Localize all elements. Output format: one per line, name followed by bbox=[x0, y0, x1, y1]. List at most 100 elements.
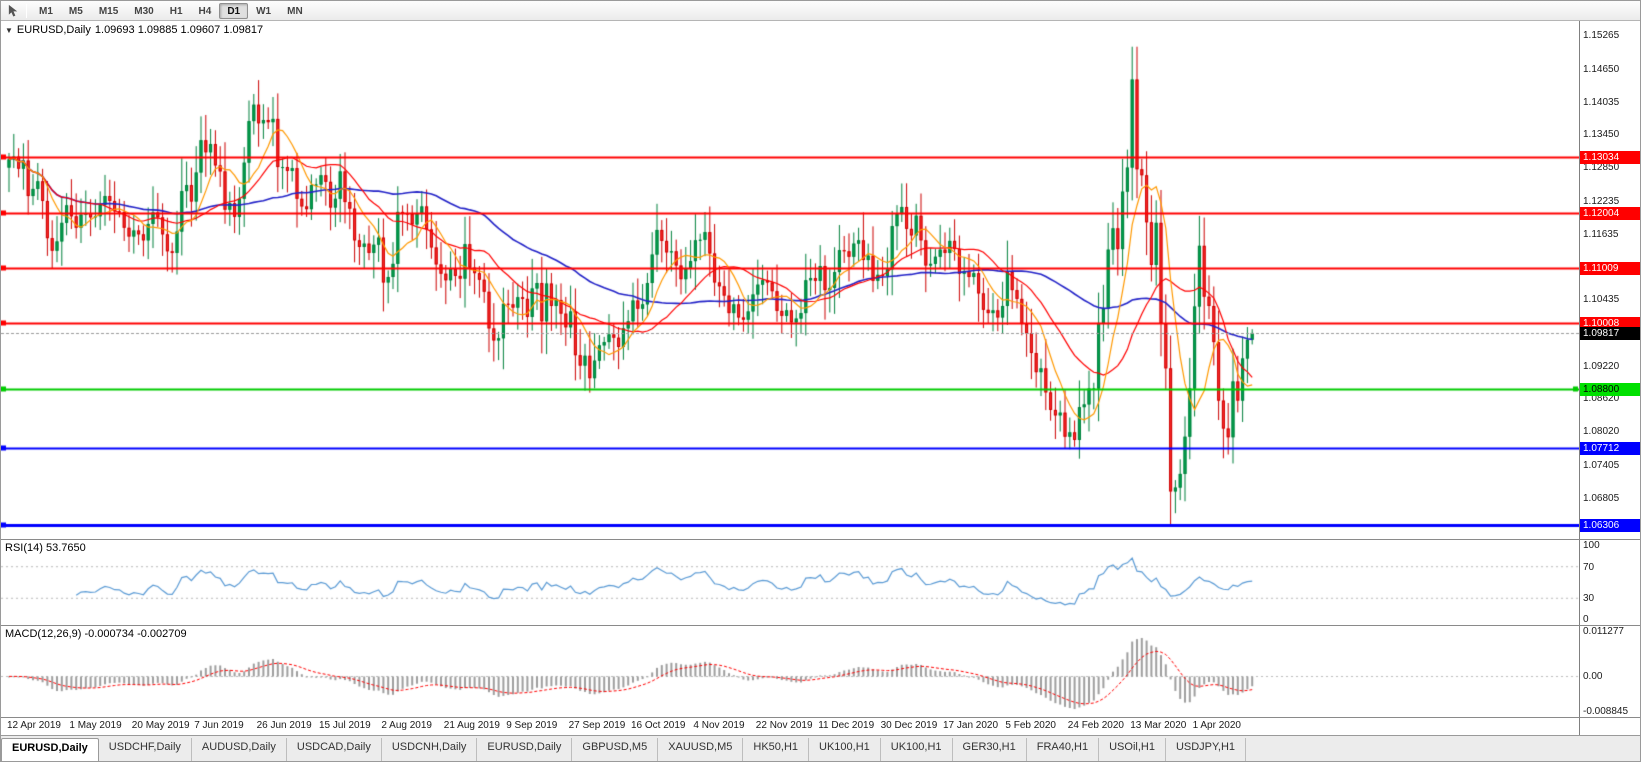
date-label: 12 Apr 2019 bbox=[7, 720, 61, 731]
tab-usoil-h1[interactable]: USOil,H1 bbox=[1099, 738, 1166, 761]
price-tick-label: 1.08020 bbox=[1583, 426, 1620, 438]
timeframe-toolbar: M1 M5 M15 M30 H1 H4 D1 W1 MN bbox=[1, 1, 1640, 21]
timeframe-button-m30[interactable]: M30 bbox=[134, 5, 154, 17]
price-tick-label: 1.10435 bbox=[1583, 294, 1620, 306]
date-label: 21 Aug 2019 bbox=[443, 720, 500, 731]
macd-label: MACD(12,26,9) -0.000734 -0.002709 bbox=[5, 628, 187, 640]
date-label: 16 Oct 2019 bbox=[631, 720, 686, 731]
tab-xauusd-m5[interactable]: XAUUSD,M5 bbox=[658, 738, 744, 761]
hline-price-badge[interactable]: 1.08800 bbox=[1580, 382, 1640, 396]
date-label: 7 Jun 2019 bbox=[194, 720, 244, 731]
macd-canvas[interactable] bbox=[1, 626, 1579, 717]
rsi-tick-label: 100 bbox=[1583, 540, 1600, 551]
tab-usdjpy-h1[interactable]: USDJPY,H1 bbox=[1166, 738, 1247, 761]
timeframe-button-m5[interactable]: M5 bbox=[68, 5, 83, 17]
date-label: 4 Nov 2019 bbox=[693, 720, 745, 731]
hline-price-badge[interactable]: 1.11009 bbox=[1580, 261, 1640, 275]
date-label: 26 Jun 2019 bbox=[256, 720, 312, 731]
chart-symbol-label: EURUSD,Daily bbox=[16, 24, 91, 36]
tab-usdchf-daily[interactable]: USDCHF,Daily bbox=[99, 738, 192, 761]
rsi-axis: 100 70 30 0 bbox=[1580, 540, 1640, 625]
date-label: 15 Jul 2019 bbox=[319, 720, 371, 731]
price-tick-label: 1.12850 bbox=[1583, 162, 1620, 174]
hline-price-badge[interactable]: 1.13034 bbox=[1580, 150, 1640, 164]
macd-tick-label: 0.011277 bbox=[1583, 626, 1624, 637]
price-axis: 1.15265 1.14650 1.14035 1.13450 1.12850 1.122… bbox=[1580, 21, 1640, 539]
timeframe-button-mn[interactable]: MN bbox=[287, 5, 303, 17]
timeframe-button-d1[interactable]: D1 bbox=[219, 2, 249, 19]
date-label: 9 Sep 2019 bbox=[506, 720, 558, 731]
price-tick-label: 1.08620 bbox=[1583, 393, 1620, 405]
date-label: 20 May 2019 bbox=[131, 720, 190, 731]
price-tick-label: 1.15265 bbox=[1583, 29, 1620, 41]
price-tick-label: 1.14650 bbox=[1583, 63, 1620, 75]
main-chart-panel: ▼ EURUSD,Daily 1.09693 1.09885 1.09607 1… bbox=[1, 21, 1640, 539]
tab-usdcnh-daily[interactable]: USDCNH,Daily bbox=[382, 738, 478, 761]
tab-gbpusd-m5[interactable]: GBPUSD,M5 bbox=[572, 738, 659, 761]
date-axis-corner bbox=[1580, 718, 1640, 735]
date-label: 30 Dec 2019 bbox=[880, 720, 938, 731]
rsi-plot[interactable]: RSI(14) 53.7650 bbox=[1, 540, 1580, 625]
date-strip: 12 Apr 2019 1 May 2019 20 May 2019 7 Jun 20… bbox=[1, 718, 1580, 735]
macd-tick-label: -0.008845 bbox=[1583, 706, 1629, 717]
tab-uk100-h1[interactable]: UK100,H1 bbox=[881, 738, 953, 761]
date-label: 1 May 2019 bbox=[69, 720, 122, 731]
date-label: 24 Feb 2020 bbox=[1067, 720, 1124, 731]
timeframe-button-w1[interactable]: W1 bbox=[256, 5, 272, 17]
timeframe-button-m15[interactable]: M15 bbox=[98, 5, 119, 17]
rsi-tick-label: 0 bbox=[1583, 614, 1589, 625]
chart-header: ▼ EURUSD,Daily 1.09693 1.09885 1.09607 1… bbox=[5, 24, 263, 36]
tab-ger30-h1[interactable]: GER30,H1 bbox=[953, 738, 1027, 761]
hline-price-badge[interactable]: 1.10008 bbox=[1580, 316, 1640, 330]
hline-price-badge[interactable]: 1.12004 bbox=[1580, 207, 1640, 221]
tab-eurusd-daily[interactable]: EURUSD,Daily bbox=[1, 738, 99, 761]
tab-uk100-h1[interactable]: UK100,H1 bbox=[809, 738, 881, 761]
hline-price-badge[interactable]: 1.07712 bbox=[1580, 442, 1640, 456]
date-label: 13 Mar 2020 bbox=[1130, 720, 1187, 731]
macd-axis: 0.011277 0.00 -0.008845 bbox=[1580, 626, 1640, 717]
date-label: 11 Dec 2019 bbox=[818, 720, 875, 731]
toolbar-separator bbox=[26, 3, 27, 18]
price-tick-label: 1.11635 bbox=[1583, 228, 1619, 240]
date-axis: 12 Apr 2019 1 May 2019 20 May 2019 7 Jun 20… bbox=[1, 717, 1640, 735]
tab-usdcad-daily[interactable]: USDCAD,Daily bbox=[287, 738, 382, 761]
cursor-icon[interactable] bbox=[4, 3, 22, 19]
rsi-label: RSI(14) 53.7650 bbox=[5, 542, 86, 554]
tab-hk50-h1[interactable]: HK50,H1 bbox=[743, 738, 810, 761]
timeframe-button-h1[interactable]: H1 bbox=[169, 5, 183, 17]
timeframe-button-m1[interactable]: M1 bbox=[39, 5, 53, 17]
date-label: 22 Nov 2019 bbox=[755, 720, 813, 731]
date-label: 1 Apr 2020 bbox=[1192, 720, 1241, 731]
current-price-badge: 1.09817 bbox=[1580, 326, 1640, 340]
rsi-canvas[interactable] bbox=[1, 540, 1579, 625]
hline-price-badge[interactable]: 1.06306 bbox=[1580, 518, 1640, 532]
chart-ohlc-values: 1.09693 1.09885 1.09607 1.09817 bbox=[94, 24, 264, 36]
main-plot[interactable]: ▼ EURUSD,Daily 1.09693 1.09885 1.09607 1… bbox=[1, 21, 1580, 539]
price-tick-label: 1.09220 bbox=[1583, 360, 1620, 372]
price-tick-label: 1.14035 bbox=[1583, 97, 1620, 109]
chart-tabs: EURUSD,Daily USDCHF,Daily AUDUSD,Daily USDC… bbox=[1, 735, 1640, 761]
macd-tick-label: 0.00 bbox=[1583, 671, 1603, 683]
main-chart-canvas[interactable] bbox=[1, 21, 1579, 539]
price-tick-label: 1.13450 bbox=[1583, 129, 1620, 141]
collapse-triangle-icon[interactable]: ▼ bbox=[5, 25, 13, 35]
date-label: 27 Sep 2019 bbox=[568, 720, 626, 731]
tabbar-filler bbox=[1246, 738, 1640, 761]
date-label: 17 Jan 2020 bbox=[943, 720, 999, 731]
tab-audusd-daily[interactable]: AUDUSD,Daily bbox=[192, 738, 287, 761]
macd-plot[interactable]: MACD(12,26,9) -0.000734 -0.002709 bbox=[1, 626, 1580, 717]
price-tick-label: 1.06805 bbox=[1583, 492, 1620, 504]
rsi-panel: RSI(14) 53.7650 100 70 30 0 bbox=[1, 539, 1640, 625]
price-tick-label: 1.12235 bbox=[1583, 195, 1620, 207]
date-label: 2 Aug 2019 bbox=[381, 720, 432, 731]
macd-panel: MACD(12,26,9) -0.000734 -0.002709 0.0112… bbox=[1, 625, 1640, 717]
tab-eurusd-daily[interactable]: EURUSD,Daily bbox=[477, 738, 573, 761]
rsi-tick-label: 30 bbox=[1583, 593, 1595, 605]
tab-fra40-h1[interactable]: FRA40,H1 bbox=[1027, 738, 1100, 761]
timeframe-buttons: M1 M5 M15 M30 H1 H4 D1 W1 MN bbox=[31, 2, 311, 19]
date-label: 5 Feb 2020 bbox=[1005, 720, 1056, 731]
price-tick-label: 1.07405 bbox=[1583, 459, 1620, 471]
timeframe-button-h4[interactable]: H4 bbox=[198, 5, 212, 17]
rsi-tick-label: 70 bbox=[1583, 561, 1595, 573]
